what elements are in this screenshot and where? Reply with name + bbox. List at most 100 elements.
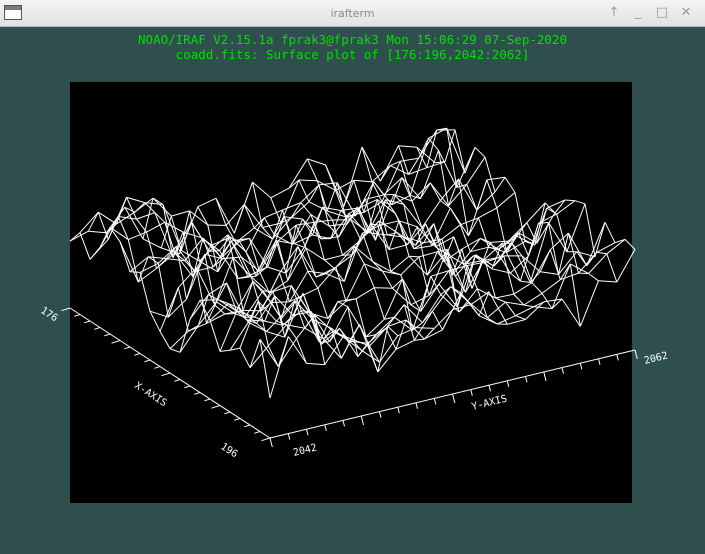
mesh-line — [309, 312, 320, 343]
mesh-line — [242, 281, 254, 311]
mesh-line — [353, 245, 373, 262]
mesh-line — [395, 339, 415, 350]
mesh-line — [298, 179, 318, 182]
mesh-line — [486, 179, 498, 209]
mesh-line — [541, 293, 553, 309]
mesh-line — [531, 282, 543, 294]
mesh-line — [504, 177, 516, 193]
mesh-line — [423, 223, 435, 243]
mesh-line — [464, 147, 476, 174]
mesh-line — [214, 304, 226, 315]
mesh-line — [446, 128, 458, 188]
mesh-line — [310, 311, 322, 345]
mesh-line — [430, 276, 442, 295]
mesh-line — [322, 206, 341, 211]
arrow-up-icon[interactable]: ↑ — [608, 5, 620, 20]
mesh-line — [497, 315, 516, 325]
mesh-line — [391, 177, 403, 205]
mesh-line — [392, 287, 412, 306]
mesh-line — [290, 202, 302, 219]
mesh-line — [503, 255, 515, 295]
mesh-line — [177, 267, 197, 289]
mesh-line — [381, 161, 401, 202]
y-axis-tick — [488, 385, 491, 392]
mesh-line — [446, 249, 458, 308]
mesh-line — [356, 206, 376, 241]
mesh-line — [233, 181, 253, 234]
mesh-line — [518, 232, 538, 244]
mesh-line — [343, 146, 363, 207]
graphics-terminal[interactable]: NOAO/IRAF V2.15.1a fprak3@fprak3 Mon 15:… — [0, 27, 705, 554]
mesh-line — [262, 222, 281, 228]
mesh-line — [429, 182, 441, 201]
mesh-line — [219, 349, 231, 352]
mesh-line — [551, 263, 571, 309]
mesh-line — [364, 263, 383, 272]
mesh-line — [126, 197, 137, 220]
x-axis-tick — [254, 431, 261, 434]
mesh-line — [439, 200, 451, 209]
mesh-line — [456, 183, 467, 188]
mesh-line — [169, 348, 181, 353]
mesh-line — [243, 204, 255, 229]
mesh-line — [399, 161, 411, 196]
mesh-line — [505, 301, 524, 306]
minimize-button[interactable]: _ — [634, 5, 642, 20]
mesh-line — [400, 256, 420, 276]
mesh-line — [428, 249, 448, 296]
window-icon[interactable] — [4, 5, 22, 20]
mesh-line — [576, 251, 588, 266]
mesh-line — [149, 310, 169, 318]
mesh-line — [361, 146, 381, 182]
y-tick-label: 2042 — [292, 442, 318, 459]
title-bar[interactable]: irafterm ↑ _ □ ✕ — [0, 0, 705, 27]
mesh-line — [288, 158, 308, 189]
x-axis-tick — [134, 353, 141, 356]
mesh-line — [277, 241, 289, 281]
mesh-line — [377, 348, 397, 373]
mesh-line — [250, 276, 270, 294]
mesh-line — [289, 271, 309, 302]
mesh-line — [353, 180, 365, 213]
mesh-line — [334, 254, 353, 269]
maximize-button[interactable]: □ — [655, 5, 669, 20]
mesh-line — [435, 236, 455, 248]
mesh-line — [218, 299, 237, 312]
mesh-line — [171, 210, 190, 217]
mesh-line — [316, 180, 328, 212]
mesh-line — [411, 200, 423, 228]
mesh-line — [490, 240, 509, 243]
mesh-line — [355, 298, 367, 338]
mesh-line — [345, 211, 364, 218]
mesh-line — [393, 194, 413, 202]
mesh-line — [551, 298, 563, 309]
mesh-line — [491, 268, 511, 274]
mesh-line — [300, 184, 320, 203]
mesh-line — [257, 301, 269, 347]
mesh-line — [448, 184, 468, 207]
mesh-line — [252, 181, 263, 228]
mesh-line — [461, 248, 473, 289]
mesh-line — [146, 221, 166, 233]
mesh-line — [478, 207, 498, 219]
mesh-line — [523, 292, 543, 306]
mesh-line — [350, 338, 362, 351]
mesh-line — [197, 197, 217, 208]
mesh-line — [184, 237, 204, 262]
mesh-line — [275, 240, 287, 274]
mesh-line — [289, 296, 300, 303]
mesh-line — [312, 207, 323, 236]
close-button[interactable]: ✕ — [680, 5, 692, 20]
mesh-line — [227, 234, 239, 279]
mesh-line — [276, 300, 296, 322]
mesh-line — [196, 267, 216, 306]
mesh-line — [319, 341, 330, 343]
mesh-line — [529, 222, 549, 283]
mesh-line — [229, 322, 249, 351]
mesh-line — [372, 261, 383, 272]
mesh-line — [144, 202, 164, 205]
mesh-line — [556, 213, 568, 252]
mesh-line — [255, 267, 267, 277]
mesh-line — [382, 270, 393, 289]
mesh-line — [458, 178, 478, 211]
